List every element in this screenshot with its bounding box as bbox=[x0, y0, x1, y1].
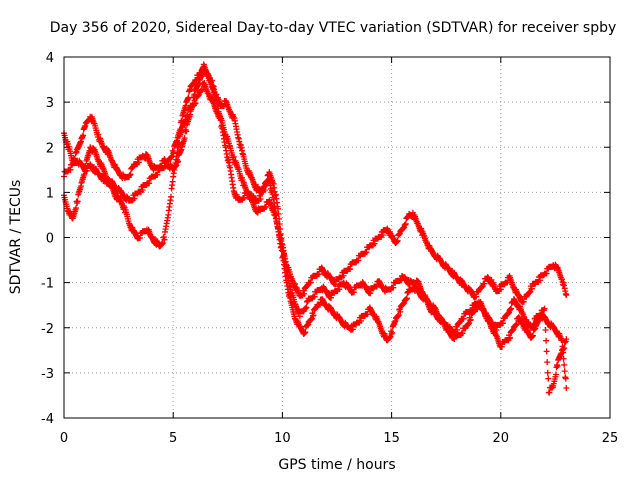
x-tick-label: 5 bbox=[169, 431, 177, 446]
data-point bbox=[402, 220, 409, 227]
data-point bbox=[308, 315, 315, 322]
series-track-2 bbox=[61, 80, 570, 396]
data-point bbox=[73, 205, 80, 212]
data-point bbox=[95, 131, 102, 138]
data-point bbox=[173, 162, 180, 169]
data-point bbox=[175, 158, 182, 165]
data-point bbox=[544, 369, 551, 376]
data-point bbox=[302, 329, 309, 336]
data-point bbox=[387, 333, 394, 340]
x-tick-label: 25 bbox=[602, 431, 619, 446]
data-point bbox=[275, 210, 282, 217]
x-tick-label: 20 bbox=[493, 431, 510, 446]
data-point bbox=[303, 304, 310, 311]
data-point bbox=[508, 305, 515, 312]
y-axis-label: SDTVAR / TECUs bbox=[8, 180, 24, 295]
data-point bbox=[389, 329, 396, 336]
data-point bbox=[181, 135, 188, 142]
series-track-3 bbox=[61, 61, 570, 306]
data-point bbox=[545, 375, 552, 382]
data-point bbox=[466, 320, 473, 327]
series-layer bbox=[61, 61, 570, 396]
y-tick-label: 4 bbox=[46, 51, 54, 66]
data-point bbox=[563, 385, 570, 392]
data-point bbox=[561, 361, 568, 368]
data-point bbox=[71, 155, 78, 162]
data-point bbox=[81, 171, 88, 178]
data-point bbox=[454, 326, 461, 333]
y-tick-label: -1 bbox=[41, 277, 54, 292]
data-point bbox=[563, 336, 570, 343]
data-point bbox=[561, 344, 568, 351]
data-point bbox=[198, 73, 205, 80]
data-point bbox=[183, 128, 190, 135]
data-point bbox=[192, 100, 199, 107]
data-point bbox=[513, 321, 520, 328]
data-point bbox=[161, 236, 168, 243]
y-tick-label: 3 bbox=[46, 96, 54, 111]
x-tick-label: 0 bbox=[60, 431, 68, 446]
data-point bbox=[542, 316, 549, 323]
data-point bbox=[168, 193, 175, 200]
data-point bbox=[169, 178, 176, 185]
data-point bbox=[563, 292, 570, 299]
y-tick-label: -2 bbox=[41, 322, 54, 337]
data-point bbox=[74, 198, 81, 205]
data-point bbox=[394, 237, 401, 244]
chart-title: Day 356 of 2020, Sidereal Day-to-day VTE… bbox=[50, 20, 617, 36]
data-point bbox=[261, 187, 268, 194]
data-point bbox=[542, 327, 549, 334]
x-tick-label: 10 bbox=[274, 431, 291, 446]
data-point bbox=[543, 348, 550, 355]
data-point bbox=[543, 337, 550, 344]
data-point bbox=[159, 240, 166, 247]
data-point bbox=[395, 312, 402, 319]
data-point bbox=[554, 363, 561, 370]
grid bbox=[64, 57, 610, 418]
y-tick-label: -3 bbox=[41, 367, 54, 382]
data-point bbox=[189, 101, 196, 108]
y-tick-label: 2 bbox=[46, 141, 54, 156]
data-point bbox=[541, 305, 548, 312]
y-tick-label: 1 bbox=[46, 186, 54, 201]
data-point bbox=[64, 140, 71, 147]
data-point bbox=[552, 371, 559, 378]
x-axis-label: GPS time / hours bbox=[278, 457, 395, 473]
y-tick-label: -4 bbox=[41, 412, 54, 427]
data-point bbox=[562, 375, 569, 382]
data-point bbox=[544, 359, 551, 366]
data-point bbox=[310, 312, 317, 319]
data-point bbox=[397, 308, 404, 315]
data-point bbox=[530, 332, 537, 339]
data-point bbox=[301, 290, 308, 297]
data-point bbox=[507, 334, 514, 341]
data-point bbox=[561, 368, 568, 375]
data-point bbox=[403, 295, 410, 302]
data-point bbox=[82, 164, 89, 171]
x-tick-label: 15 bbox=[383, 431, 400, 446]
y-tick-label: 0 bbox=[46, 232, 54, 247]
data-point bbox=[127, 171, 134, 178]
data-point bbox=[230, 153, 237, 160]
data-point bbox=[257, 196, 264, 203]
data-point bbox=[80, 132, 87, 139]
data-point bbox=[467, 316, 474, 323]
